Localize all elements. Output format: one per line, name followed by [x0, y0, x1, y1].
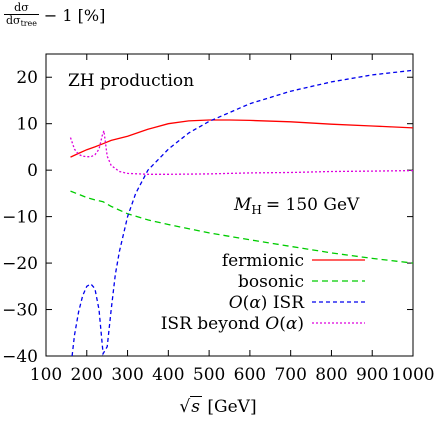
x-tick-label: 400	[152, 365, 184, 385]
plot-frame	[45, 53, 414, 357]
y-tick-label: 10	[16, 115, 38, 135]
y-tick-label: −20	[2, 254, 38, 274]
mass-annotation: MH = 150 GeV	[233, 195, 360, 217]
y-axis-numerator: dσ	[14, 1, 29, 14]
sqrt-symbol: √s	[179, 396, 202, 417]
x-tick-label: 200	[71, 365, 103, 385]
legend-label-2: O(α) ISR	[229, 293, 305, 313]
x-tick-label: 900	[356, 365, 388, 385]
legend-label-3: ISR beyond O(α)	[161, 314, 304, 334]
axis-ticks: 100 200 300 400 500 600 700 800 900 1000−40−30−20…	[2, 54, 435, 385]
y-tick-label: −10	[2, 208, 38, 228]
y-axis-label-rest: − 1 [%]	[43, 6, 106, 26]
y-axis-fraction: dσ dσtree	[4, 2, 39, 30]
y-axis-denominator: dσtree	[6, 14, 37, 28]
fraction-bar	[4, 14, 39, 15]
series-line-0	[70, 119, 414, 158]
x-axis-label: √s [GeV]	[0, 396, 436, 417]
y-tick-label: 20	[16, 68, 38, 88]
series-lines	[69, 69, 414, 357]
x-axis-unit: [GeV]	[207, 397, 257, 417]
x-tick-label: 600	[234, 365, 266, 385]
x-tick-label: 1000	[391, 365, 434, 385]
legend-label-1: bosonic	[238, 272, 304, 292]
y-tick-label: 0	[27, 161, 38, 181]
series-line-2	[71, 69, 414, 357]
chart-title: ZH production	[68, 71, 194, 91]
series-line-3	[69, 130, 414, 175]
x-tick-label: 300	[111, 365, 143, 385]
x-tick-label: 700	[274, 365, 306, 385]
y-tick-label: −30	[2, 301, 38, 321]
y-tick-label: −40	[2, 347, 38, 367]
legend-label-0: fermionic	[222, 251, 304, 271]
series-line-1	[70, 190, 414, 264]
y-axis-label: dσ dσtree − 1 [%]	[4, 2, 105, 30]
x-tick-label: 500	[193, 365, 225, 385]
x-tick-label: 800	[315, 365, 347, 385]
x-tick-label: 100	[30, 365, 62, 385]
